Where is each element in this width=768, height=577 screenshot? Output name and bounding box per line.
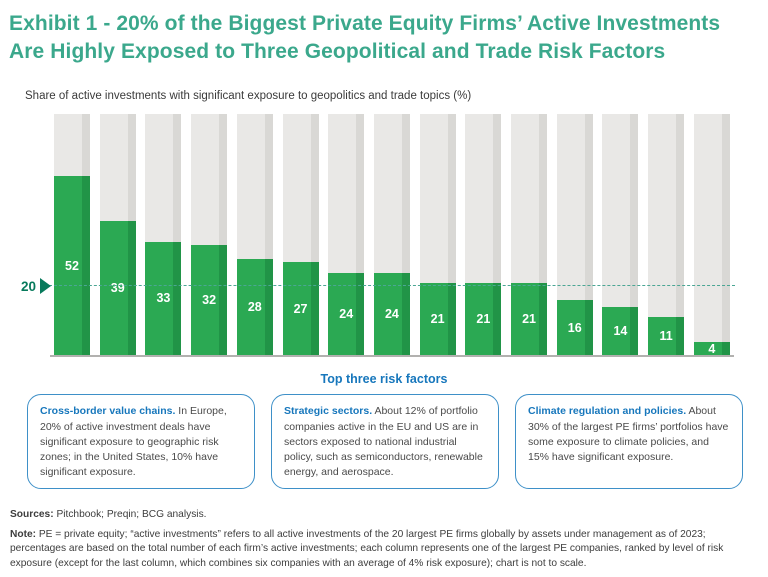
bar-column: 39 [99,114,136,356]
bar-segment: 28 [236,258,273,356]
risk-factor-card-body: About 12% of portfolio companies active … [284,405,483,478]
bar-value-label: 21 [430,312,445,327]
bar-segment: 14 [602,307,639,356]
bar-segment: 32 [191,245,228,356]
bar-column: 32 [191,114,228,356]
exhibit-page: Exhibit 1 - 20% of the Biggest Private E… [0,10,768,577]
risk-factor-card-strategic-sectors: Strategic sectors. About 12% of portfoli… [271,394,499,489]
risk-factor-card-title: Cross-border value chains. [40,405,176,418]
sources-label: Sources: [10,508,54,520]
bar-column: 24 [328,114,365,356]
risk-factors-heading: Top three risk factors [320,372,448,387]
threshold-value-label: 20 [20,278,36,294]
sources-line: Sources: Pitchbook; Preqin; BCG analysis… [10,509,758,520]
right-triangle-icon [40,278,51,295]
sources-text: Pitchbook; Preqin; BCG analysis. [53,508,207,520]
bar-value-label: 27 [293,301,308,316]
bar-value-label: 24 [339,307,354,322]
note-text: PE = private equity; “active investments… [10,528,724,569]
bar-column: 21 [511,114,548,356]
bar-chart: 52 39 33 32 28 27 24 24 21 21 21 16 14 11 4 20 [0,114,768,357]
bar-segment: 16 [556,300,593,356]
bar-column: 21 [465,114,502,356]
bar-segment: 24 [373,272,410,356]
risk-factor-cards: Cross-border value chains. In Europe, 20… [27,394,743,489]
exhibit-title: Exhibit 1 - 20% of the Biggest Private E… [9,12,721,63]
bar-value-label: 28 [247,300,262,315]
bar-segment: 21 [511,282,548,356]
bar-column: 21 [419,114,456,356]
threshold-dashed-line [49,285,735,287]
bar-segment: 21 [465,282,502,356]
bar-segment: 52 [54,176,90,356]
bar-column: 52 [54,114,90,356]
risk-factor-card-title: Strategic sectors. [284,405,373,418]
bar-value-label: 21 [522,312,536,327]
bar-column: 27 [282,114,319,356]
bar-columns: 52 39 33 32 28 27 24 24 21 21 21 16 14 11 4 [54,114,730,356]
bar-value-label: 32 [202,293,217,308]
bar-value-label: 16 [567,320,582,335]
bar-column: 33 [145,114,182,356]
risk-factor-card-cross-border: Cross-border value chains. In Europe, 20… [27,394,255,489]
risk-factor-card-climate: Climate regulation and policies. About 3… [515,394,743,489]
bar-column: 28 [236,114,273,356]
bar-value-label: 11 [659,329,673,344]
bar-column: 11 [648,114,685,356]
bar-column: 16 [556,114,593,356]
risk-factor-card-body: In Europe, 20% of active investment deal… [40,405,227,478]
chart-subtitle: Share of active investments with signifi… [25,90,472,103]
plot-area: 52 39 33 32 28 27 24 24 21 21 21 16 14 11 4 20 [21,114,735,356]
x-axis-baseline [50,355,734,357]
bar-value-label: 4 [708,341,716,356]
risk-factor-card-title: Climate regulation and policies. [528,405,687,418]
risk-factor-card-body: About 30% of the largest PE firms’ portf… [528,405,729,463]
bar-value-label: 24 [384,307,399,322]
note-line: Note: PE = private equity; “active inves… [10,528,760,571]
note-label: Note: [10,528,37,540]
bar-value-label: 33 [156,291,171,306]
bar-value-label: 14 [613,324,628,339]
bar-column: 14 [602,114,639,356]
bar-value-label: 39 [110,281,125,296]
bar-column: 4 [693,114,730,356]
bar-segment: 11 [648,317,685,356]
bar-column: 24 [373,114,410,356]
bar-segment: 24 [328,272,365,356]
bar-segment: 27 [282,262,319,356]
bar-segment: 33 [145,241,182,356]
bar-segment: 4 [693,341,730,356]
bar-segment: 21 [419,282,456,356]
bar-value-label: 52 [65,258,79,273]
threshold-marker: 20 [20,278,51,295]
bar-value-label: 21 [476,312,491,327]
bar-segment: 39 [99,220,136,356]
